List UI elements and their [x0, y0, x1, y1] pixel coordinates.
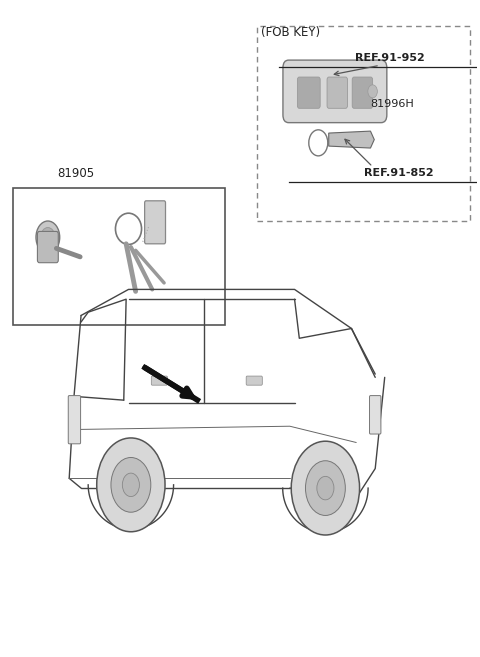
Circle shape — [291, 442, 360, 535]
Circle shape — [96, 438, 165, 532]
FancyBboxPatch shape — [352, 77, 372, 108]
FancyBboxPatch shape — [283, 60, 387, 123]
Text: 81905: 81905 — [57, 167, 95, 180]
Circle shape — [36, 221, 60, 254]
FancyBboxPatch shape — [327, 77, 348, 108]
Circle shape — [368, 85, 377, 98]
FancyBboxPatch shape — [298, 77, 320, 108]
Text: 81996H: 81996H — [371, 99, 414, 109]
Circle shape — [317, 476, 334, 500]
Circle shape — [41, 227, 55, 247]
Circle shape — [111, 457, 151, 512]
Text: REF.91-952: REF.91-952 — [355, 53, 424, 63]
Circle shape — [305, 461, 345, 516]
Polygon shape — [329, 131, 374, 148]
FancyBboxPatch shape — [370, 396, 381, 434]
FancyBboxPatch shape — [37, 231, 58, 263]
Circle shape — [122, 473, 139, 497]
FancyBboxPatch shape — [246, 376, 262, 385]
FancyBboxPatch shape — [144, 201, 166, 244]
Text: REF.91-852: REF.91-852 — [364, 168, 434, 179]
Text: (FOB KEY): (FOB KEY) — [261, 26, 321, 39]
FancyBboxPatch shape — [151, 376, 168, 385]
FancyBboxPatch shape — [68, 396, 81, 444]
